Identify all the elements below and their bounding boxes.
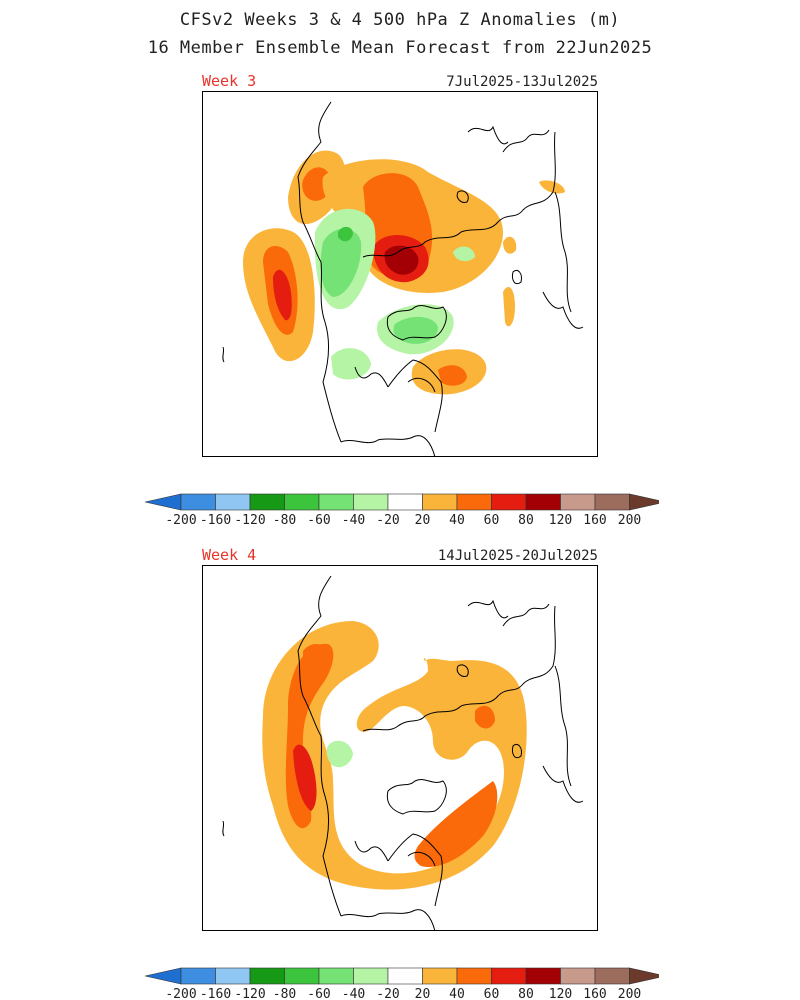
colorbar-swatch: [456, 493, 492, 511]
colorbar-swatch: [387, 967, 423, 985]
week3-date-range: 7Jul2025-13Jul2025: [446, 74, 598, 90]
colorbar-tick-label: -60: [307, 513, 330, 528]
anomaly-positive-40: [414, 781, 498, 868]
colorbar-tick-label: -40: [342, 513, 365, 528]
colorbar-swatch: [215, 493, 251, 511]
colorbar-tick-label: 120: [549, 987, 572, 1000]
colorbar-high-arrow: [629, 493, 659, 511]
anomaly-positive-60: [293, 744, 317, 811]
anomaly-negative-20: [331, 348, 371, 380]
colorbar-tick-label: -40: [342, 987, 365, 1000]
colorbar-swatch: [525, 493, 561, 511]
colorbar-low-arrow: [144, 493, 182, 511]
week4-anomaly-contours: [262, 621, 527, 890]
colorbar-swatch: [594, 493, 630, 511]
colorbar-tick-label: -160: [200, 987, 231, 1000]
colorbar-swatch: [422, 967, 458, 985]
colorbar-tick-label: -80: [273, 987, 296, 1000]
week3-label: Week 3: [202, 72, 257, 90]
colorbar-tick-label: 120: [549, 513, 572, 528]
colorbar-tick-label: -120: [234, 513, 265, 528]
anomaly-positive-60: [273, 269, 292, 321]
colorbar-swatch: [560, 493, 596, 511]
chart-title-line-1: CFSv2 Weeks 3 & 4 500 hPa Z Anomalies (m…: [179, 10, 621, 30]
colorbar-tick-label: 200: [618, 513, 641, 528]
week4-map: [222, 575, 584, 932]
anomaly-positive-80: [384, 245, 419, 275]
anomaly-positive-20: [503, 236, 517, 254]
anomaly-negative-20: [453, 246, 475, 262]
colorbar-swatch: [284, 967, 320, 985]
colorbar-high-arrow: [629, 967, 659, 985]
colorbar-tick-label: 80: [518, 513, 534, 528]
week4-label: Week 4: [202, 546, 257, 564]
colorbar-swatch: [422, 493, 458, 511]
colorbar-swatch: [215, 967, 251, 985]
anomaly-positive-20: [539, 180, 565, 194]
week4-colorbar: -200 -160 -120 -80 -60 -40 -20 20 40 60 80 120 160 20…: [144, 967, 659, 1000]
colorbar-swatch: [491, 493, 527, 511]
colorbar-swatch: [456, 967, 492, 985]
colorbar-swatch: [284, 493, 320, 511]
anomaly-negative-60: [338, 226, 353, 242]
colorbar-swatch: [353, 967, 389, 985]
colorbar-tick-label: 60: [484, 513, 500, 528]
colorbar-swatch: [180, 493, 216, 511]
colorbar-swatch: [318, 493, 354, 511]
colorbar-tick-label: 160: [583, 987, 606, 1000]
colorbar-swatch: [525, 967, 561, 985]
anomaly-positive-40: [438, 365, 467, 386]
week4-coastlines: [222, 575, 584, 932]
colorbar-tick-label: 20: [415, 513, 431, 528]
colorbar-tick-label: -120: [234, 987, 265, 1000]
colorbar-tick-label: -160: [200, 513, 231, 528]
colorbar-tick-label: 40: [449, 513, 465, 528]
anomaly-negative-40: [393, 316, 438, 344]
week3-map-panel: [202, 91, 598, 458]
anomaly-positive-40: [303, 643, 331, 674]
colorbar-tick-label: -200: [165, 513, 196, 528]
week4-date-range: 14Jul2025-20Jul2025: [437, 548, 598, 564]
colorbar-swatch: [491, 967, 527, 985]
week3-coastlines: [222, 101, 584, 458]
colorbar-swatch: [560, 967, 596, 985]
colorbar-tick-label: 80: [518, 987, 534, 1000]
anomaly-neutral-area: [373, 727, 424, 799]
colorbar-tick-label: 200: [618, 987, 641, 1000]
week3-map: [222, 101, 584, 458]
colorbar-tick-label: -20: [376, 513, 399, 528]
colorbar-tick-label: 160: [583, 513, 606, 528]
colorbar-tick-label: 20: [415, 987, 431, 1000]
colorbar-swatch: [353, 493, 389, 511]
week3-colorbar: -200 -160 -120 -80 -60 -40 -20 20 40 60 80 120 160 20…: [144, 493, 659, 528]
chart-title-line-2: 16 Member Ensemble Mean Forecast from 22…: [147, 38, 653, 58]
colorbar-swatch: [387, 493, 423, 511]
colorbar-tick-label: -80: [273, 513, 296, 528]
anomaly-positive-40: [475, 705, 495, 729]
colorbar-tick-label: 40: [449, 987, 465, 1000]
colorbar-tick-label: -20: [376, 987, 399, 1000]
colorbar-low-arrow: [144, 967, 182, 985]
week3-anomaly-contours: [243, 150, 565, 395]
colorbar-tick-label: -60: [307, 987, 330, 1000]
anomaly-negative-20: [326, 740, 353, 768]
colorbar-swatch: [249, 493, 285, 511]
anomaly-positive-20: [503, 287, 515, 327]
colorbar-tick-label: -200: [165, 987, 196, 1000]
anomaly-negative-40: [320, 228, 362, 297]
colorbar-swatch: [594, 967, 630, 985]
colorbar-swatch: [180, 967, 216, 985]
colorbar-tick-label: 60: [484, 987, 500, 1000]
colorbar-swatch: [318, 967, 354, 985]
colorbar-swatch: [249, 967, 285, 985]
week4-map-panel: [202, 565, 598, 932]
